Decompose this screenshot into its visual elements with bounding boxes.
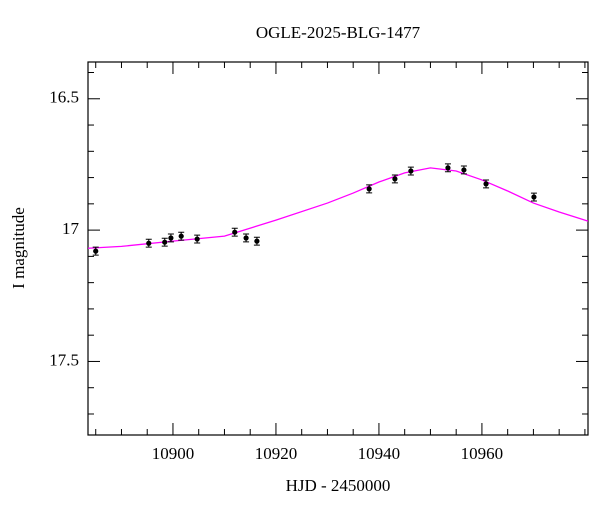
data-point [531, 194, 537, 200]
x-tick-label: 10900 [152, 444, 195, 463]
plot-frame [87, 61, 589, 436]
x-tick-label: 10960 [461, 444, 504, 463]
data-point [366, 186, 372, 192]
data-point [162, 239, 168, 245]
x-axis-label: HJD - 2450000 [286, 476, 391, 495]
data-point [461, 167, 467, 173]
data-point [243, 235, 249, 241]
y-tick-label: 16.5 [49, 88, 79, 107]
data-point [93, 248, 99, 254]
x-tick-label: 10940 [358, 444, 401, 463]
data-point [178, 233, 184, 239]
x-tick-label: 10920 [255, 444, 298, 463]
data-point [483, 181, 489, 187]
data-point [232, 229, 238, 235]
y-tick-label: 17.5 [49, 350, 79, 369]
data-point [194, 236, 200, 242]
data-point [254, 238, 260, 244]
data-point [392, 176, 398, 182]
data-point [408, 168, 414, 174]
chart-title: OGLE-2025-BLG-1477 [256, 23, 421, 42]
y-axis-label: I magnitude [9, 207, 28, 289]
y-tick-label: 17 [62, 219, 80, 238]
model-curve [87, 167, 589, 249]
data-point [168, 235, 174, 241]
data-point [445, 165, 451, 171]
data-point [146, 240, 152, 246]
